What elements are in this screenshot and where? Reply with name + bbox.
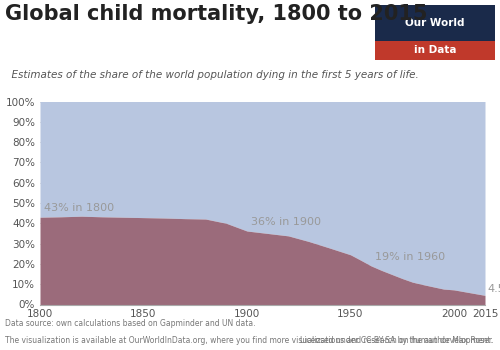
Text: The visualization is available at OurWorldInData.org, where you find more visual: The visualization is available at OurWor… [5, 336, 493, 345]
Text: Global child mortality, 1800 to 2015: Global child mortality, 1800 to 2015 [5, 4, 428, 23]
Text: in Data: in Data [414, 45, 456, 55]
Text: Estimates of the share of the world population dying in the first 5 years of lif: Estimates of the share of the world popu… [5, 70, 419, 80]
Text: 19% in 1960: 19% in 1960 [376, 252, 446, 262]
Text: Data source: own calculations based on Gapminder and UN data.: Data source: own calculations based on G… [5, 318, 256, 328]
Text: Licensed under CC-BY-SA by the author Max Roser.: Licensed under CC-BY-SA by the author Ma… [300, 336, 494, 345]
Text: 4.5%: 4.5% [487, 284, 500, 294]
Text: 43% in 1800: 43% in 1800 [44, 203, 114, 213]
Text: 36% in 1900: 36% in 1900 [251, 217, 321, 228]
Text: Our World: Our World [405, 18, 465, 28]
